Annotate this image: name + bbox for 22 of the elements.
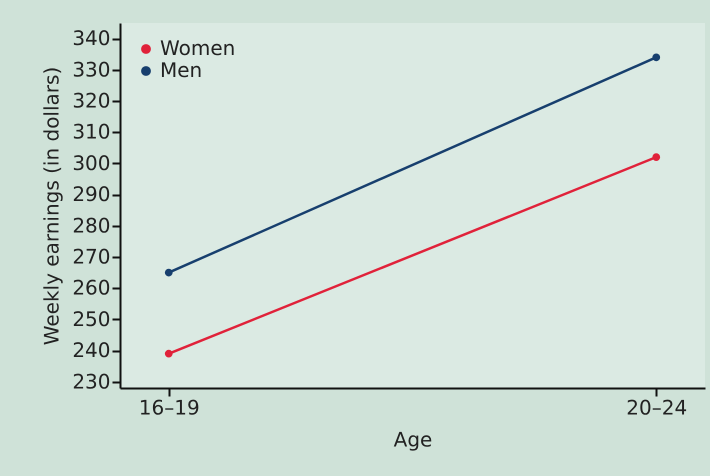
y-tick-label: 320 <box>72 88 110 112</box>
point <box>164 268 173 276</box>
legend-label: Men <box>160 58 202 82</box>
y-tick-label: 300 <box>72 150 110 175</box>
point <box>652 53 660 62</box>
y-axis-title: Weekly earnings (in dollars) <box>39 66 64 346</box>
y-tick-label: 340 <box>72 26 110 50</box>
y-tick-label: 330 <box>72 57 110 82</box>
y-tick-label: 240 <box>72 338 110 362</box>
y-tick-label: 310 <box>72 120 110 144</box>
legend-label: Women <box>160 36 236 60</box>
y-tick-label: 290 <box>72 182 110 206</box>
y-tick-label: 260 <box>72 276 110 300</box>
y-tick-label: 250 <box>72 306 110 331</box>
y-tick-label: 280 <box>72 213 110 238</box>
x-tick-label: 20–24 <box>626 396 688 420</box>
point <box>652 153 660 162</box>
y-tick-label: 270 <box>72 244 110 268</box>
x-tick-label: 16–19 <box>138 396 200 420</box>
y-tick-label: 230 <box>72 369 110 394</box>
point <box>164 350 173 358</box>
x-axis-title: Age <box>394 428 432 452</box>
